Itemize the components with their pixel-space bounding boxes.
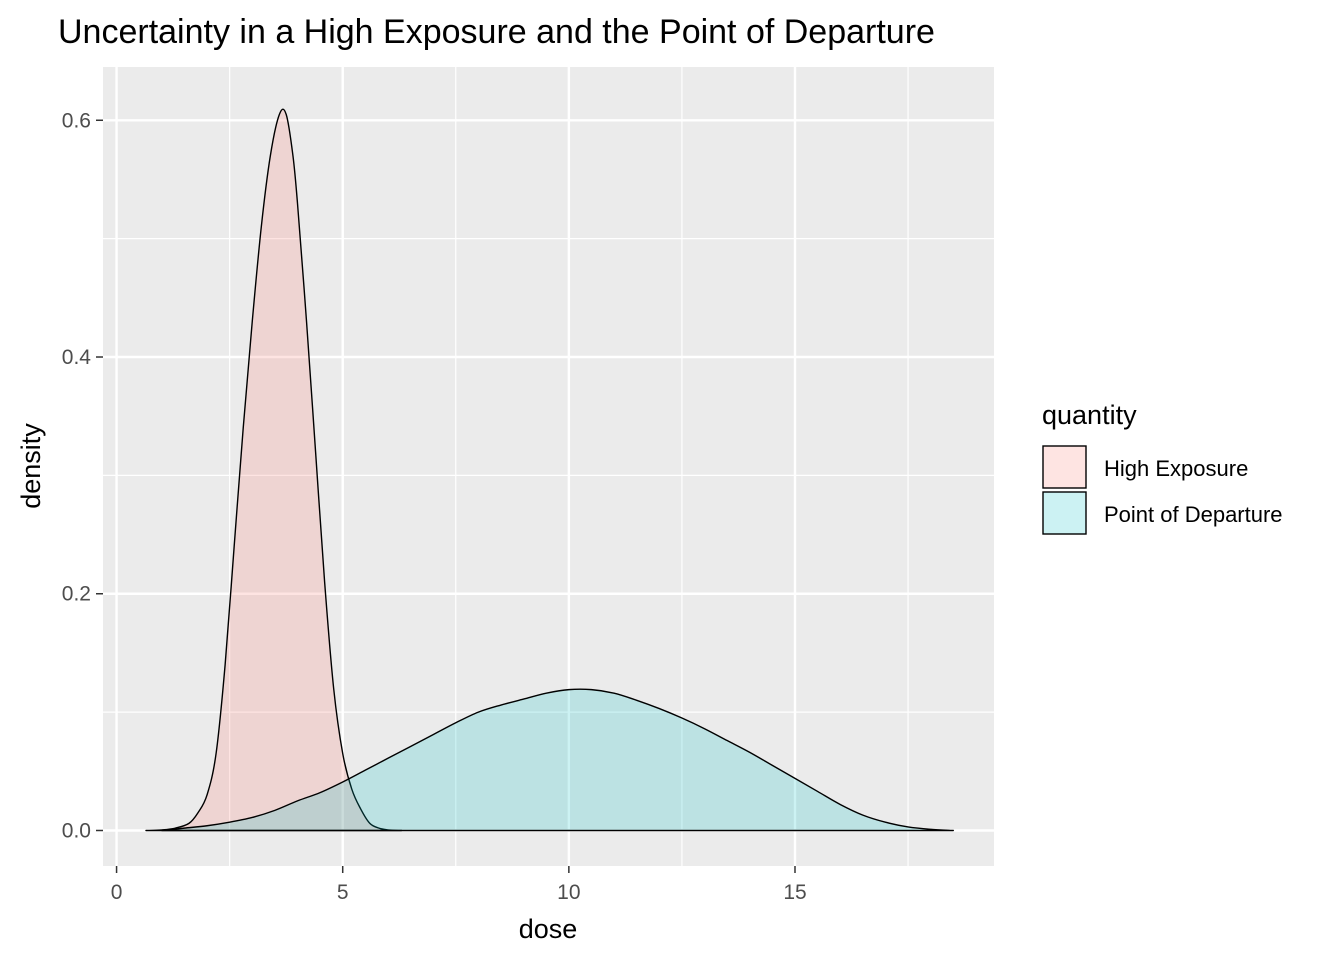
density-area-high-exposure	[145, 108, 403, 832]
x-axis-title: dose	[519, 914, 578, 944]
legend: quantity High Exposure Point of Departure	[1042, 400, 1283, 535]
x-tick-label: 5	[337, 881, 349, 904]
legend-key-bg	[1043, 492, 1086, 534]
minor-gridlines	[103, 67, 994, 866]
y-tick-label: 0.6	[62, 109, 91, 132]
legend-key-point-of-departure	[1042, 491, 1087, 535]
legend-title: quantity	[1042, 400, 1137, 430]
chart-title: Uncertainty in a High Exposure and the P…	[58, 13, 935, 51]
y-tick-label: 0.0	[62, 819, 91, 842]
x-tick-label: 0	[111, 881, 123, 904]
plot-panel	[103, 67, 994, 866]
density-area-point-of-departure	[161, 688, 954, 832]
legend-key-high-exposure	[1042, 445, 1087, 489]
y-tick-label: 0.2	[62, 583, 91, 606]
y-tick-label: 0.4	[62, 346, 92, 369]
legend-label-point-of-departure: Point of Departure	[1104, 502, 1283, 527]
x-tick-label: 10	[557, 881, 580, 904]
x-tick-label: 15	[783, 881, 806, 904]
legend-label-high-exposure: High Exposure	[1104, 456, 1248, 481]
density-areas	[145, 108, 954, 832]
axis-ticks: 0 5 10 15 0.0 0.2 0.4 0.6	[62, 109, 807, 904]
y-axis-title: density	[16, 423, 46, 509]
legend-key-bg	[1043, 446, 1086, 488]
